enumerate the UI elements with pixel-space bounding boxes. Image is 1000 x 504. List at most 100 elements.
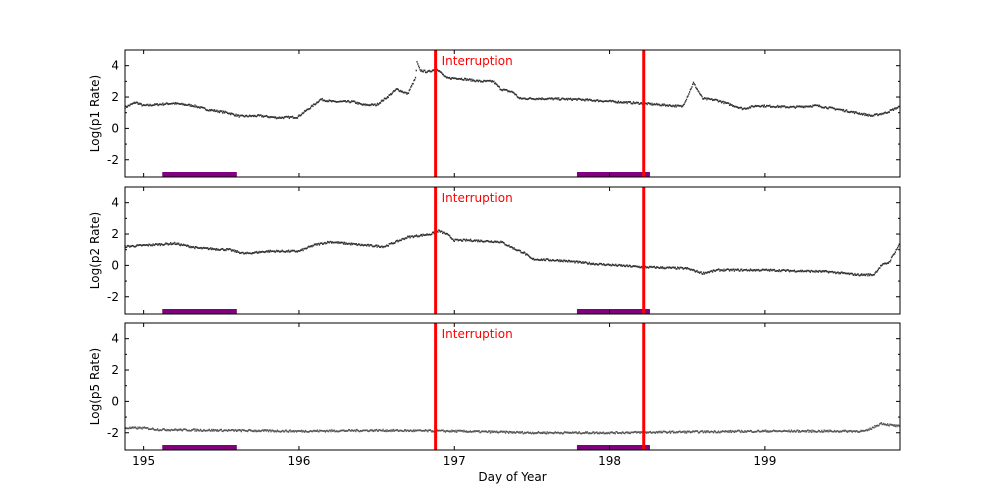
data-point bbox=[834, 108, 837, 111]
data-point bbox=[701, 95, 703, 98]
data-point bbox=[875, 113, 877, 115]
data-point bbox=[496, 431, 499, 434]
data-point bbox=[304, 109, 306, 112]
data-point bbox=[745, 108, 747, 110]
data-point bbox=[165, 102, 167, 105]
data-point bbox=[769, 270, 771, 272]
data-point bbox=[299, 430, 302, 433]
data-point bbox=[852, 430, 854, 432]
data-point bbox=[670, 267, 672, 270]
data-point bbox=[623, 264, 625, 267]
data-point bbox=[699, 271, 702, 274]
data-point bbox=[325, 430, 327, 432]
data-point bbox=[705, 431, 707, 434]
data-point bbox=[710, 430, 712, 433]
data-point bbox=[272, 116, 274, 119]
data-point bbox=[217, 111, 219, 113]
data-point bbox=[712, 269, 715, 271]
data-point bbox=[510, 246, 513, 248]
data-point bbox=[191, 428, 193, 431]
data-point bbox=[359, 430, 361, 433]
data-point bbox=[476, 239, 478, 242]
data-point bbox=[713, 269, 715, 272]
data-point bbox=[253, 114, 256, 117]
data-point bbox=[201, 106, 204, 109]
data-point bbox=[297, 250, 299, 252]
data-point bbox=[806, 105, 808, 108]
x-tick-label: 196 bbox=[287, 454, 310, 468]
data-point bbox=[669, 430, 671, 433]
data-point bbox=[484, 430, 486, 433]
data-point bbox=[891, 109, 893, 111]
data-point bbox=[551, 259, 553, 262]
data-point bbox=[859, 113, 861, 116]
data-point bbox=[237, 114, 240, 116]
data-point bbox=[705, 430, 708, 432]
data-point bbox=[620, 432, 623, 435]
data-point bbox=[404, 91, 407, 94]
data-point bbox=[639, 103, 641, 105]
data-point bbox=[315, 430, 317, 432]
data-point bbox=[540, 432, 542, 435]
data-point bbox=[576, 432, 578, 434]
data-point bbox=[203, 107, 205, 109]
data-point bbox=[729, 269, 732, 271]
data-point bbox=[792, 269, 794, 272]
data-point bbox=[264, 251, 266, 254]
data-point bbox=[382, 99, 385, 102]
data-point bbox=[235, 430, 238, 433]
data-point bbox=[826, 429, 829, 432]
data-point bbox=[504, 432, 507, 434]
data-point bbox=[419, 68, 421, 71]
data-point bbox=[668, 267, 670, 269]
data-point bbox=[564, 431, 567, 434]
data-point bbox=[592, 100, 594, 102]
data-point bbox=[396, 429, 399, 431]
data-point bbox=[639, 432, 641, 435]
data-point bbox=[621, 431, 624, 433]
data-point bbox=[866, 429, 868, 431]
data-point bbox=[196, 430, 198, 432]
data-point bbox=[853, 274, 855, 276]
data-point bbox=[598, 100, 600, 102]
data-point bbox=[299, 115, 301, 117]
axes-frame bbox=[124, 322, 901, 451]
data-point bbox=[850, 272, 852, 275]
data-point bbox=[688, 91, 691, 93]
data-point bbox=[514, 248, 516, 251]
data-point bbox=[653, 431, 656, 434]
data-point bbox=[487, 240, 489, 242]
data-point bbox=[459, 78, 461, 80]
data-point bbox=[125, 246, 127, 249]
data-point bbox=[756, 104, 758, 107]
data-point bbox=[347, 100, 349, 102]
data-point bbox=[146, 244, 148, 246]
data-point bbox=[694, 84, 696, 86]
interval-bar bbox=[576, 172, 650, 177]
data-point bbox=[335, 430, 338, 432]
data-point bbox=[231, 429, 233, 431]
data-point bbox=[476, 430, 478, 433]
data-point bbox=[838, 108, 840, 111]
data-point bbox=[392, 430, 394, 432]
data-point bbox=[318, 100, 320, 102]
data-point bbox=[291, 249, 294, 252]
data-point bbox=[372, 429, 374, 432]
data-point bbox=[329, 240, 331, 243]
data-point bbox=[150, 104, 152, 107]
data-point bbox=[295, 431, 298, 433]
data-point bbox=[817, 430, 819, 433]
data-point bbox=[149, 243, 151, 246]
data-point bbox=[616, 101, 618, 104]
data-point bbox=[469, 78, 471, 81]
data-point bbox=[168, 243, 170, 245]
data-point bbox=[828, 429, 830, 432]
data-point bbox=[685, 266, 687, 269]
data-point bbox=[134, 245, 137, 248]
data-point bbox=[758, 430, 760, 433]
data-point bbox=[178, 242, 180, 245]
data-point bbox=[523, 251, 525, 253]
data-point bbox=[518, 432, 520, 434]
data-point bbox=[691, 268, 693, 271]
data-point bbox=[454, 77, 456, 80]
